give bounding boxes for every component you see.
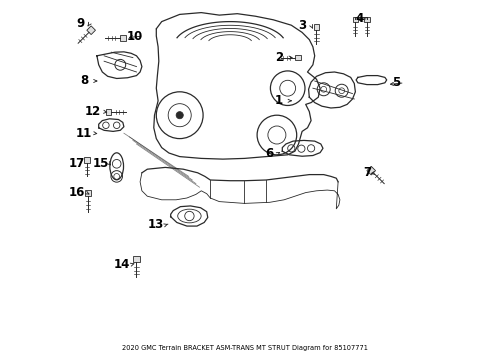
Polygon shape — [84, 190, 91, 196]
Text: 17: 17 — [69, 157, 85, 170]
Text: 14: 14 — [114, 258, 130, 271]
Text: 1: 1 — [274, 94, 282, 107]
Text: 13: 13 — [148, 219, 164, 231]
Circle shape — [176, 112, 183, 119]
Text: 3: 3 — [297, 19, 305, 32]
Text: 2020 GMC Terrain BRACKET ASM-TRANS MT STRUT Diagram for 85107771: 2020 GMC Terrain BRACKET ASM-TRANS MT ST… — [122, 345, 366, 351]
Polygon shape — [364, 17, 369, 22]
Text: 2: 2 — [274, 51, 282, 64]
Text: 6: 6 — [265, 147, 273, 159]
Polygon shape — [120, 35, 126, 41]
Polygon shape — [105, 109, 111, 115]
Text: 11: 11 — [76, 127, 92, 140]
Text: 8: 8 — [80, 75, 88, 87]
Polygon shape — [133, 256, 139, 262]
Text: 4: 4 — [355, 12, 363, 24]
Polygon shape — [294, 55, 300, 60]
Text: 15: 15 — [92, 157, 108, 170]
Text: 10: 10 — [126, 30, 142, 42]
Text: 5: 5 — [391, 76, 399, 89]
Text: 7: 7 — [362, 166, 370, 179]
Polygon shape — [313, 24, 319, 30]
Polygon shape — [87, 26, 95, 35]
Polygon shape — [84, 157, 89, 163]
Text: 16: 16 — [69, 186, 85, 199]
Text: 9: 9 — [77, 17, 84, 30]
Polygon shape — [352, 17, 357, 22]
Polygon shape — [366, 166, 375, 175]
Text: 12: 12 — [85, 105, 101, 118]
